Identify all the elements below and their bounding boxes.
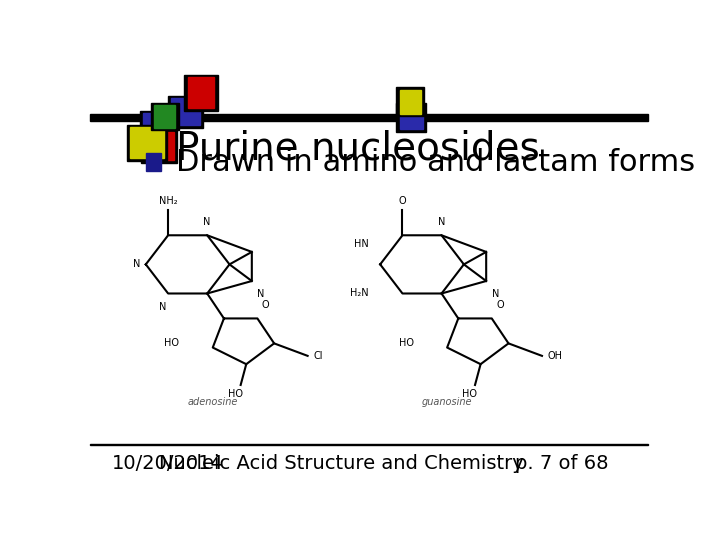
Bar (400, 90, 421, 114)
Bar (130, 127, 163, 158)
Bar (396, 103, 426, 132)
Text: O: O (496, 300, 504, 310)
Text: Purine nucleosides: Purine nucleosides (176, 129, 540, 167)
Bar (140, 111, 170, 143)
Bar (90, 114, 648, 121)
Text: OH: OH (548, 351, 562, 361)
Bar (400, 105, 423, 129)
Text: NH₂: NH₂ (159, 196, 177, 206)
Text: HO: HO (228, 389, 243, 399)
Text: Cl: Cl (313, 351, 323, 361)
Bar (168, 96, 203, 127)
Bar (396, 87, 424, 116)
Text: guanosine: guanosine (422, 397, 472, 408)
Text: O: O (399, 196, 406, 206)
Text: N: N (133, 259, 140, 269)
Text: Nucleic Acid Structure and Chemistry: Nucleic Acid Structure and Chemistry (158, 455, 523, 474)
Text: N: N (258, 289, 265, 299)
Bar (145, 132, 174, 160)
Bar (143, 113, 166, 140)
Text: O: O (262, 300, 269, 310)
Text: HO: HO (462, 389, 477, 399)
Bar (171, 98, 200, 125)
Bar (127, 125, 167, 161)
Text: N: N (492, 289, 499, 299)
Bar (188, 77, 215, 109)
Text: HN: HN (354, 239, 369, 248)
Bar (90, 443, 648, 446)
Text: 10/20/2014: 10/20/2014 (112, 455, 224, 474)
Text: adenosine: adenosine (188, 397, 238, 408)
Bar (145, 153, 161, 171)
Text: H₂N: H₂N (351, 288, 369, 299)
Text: Drawn in amino and lactam forms: Drawn in amino and lactam forms (176, 148, 696, 177)
Text: N: N (159, 302, 166, 312)
Text: N: N (204, 217, 211, 227)
Text: HO: HO (399, 339, 413, 348)
Bar (150, 103, 179, 131)
Bar (184, 75, 217, 111)
Text: HO: HO (164, 339, 179, 348)
Bar (141, 130, 177, 163)
Text: p. 7 of 68: p. 7 of 68 (516, 455, 609, 474)
Text: N: N (438, 217, 445, 227)
Bar (154, 105, 176, 128)
